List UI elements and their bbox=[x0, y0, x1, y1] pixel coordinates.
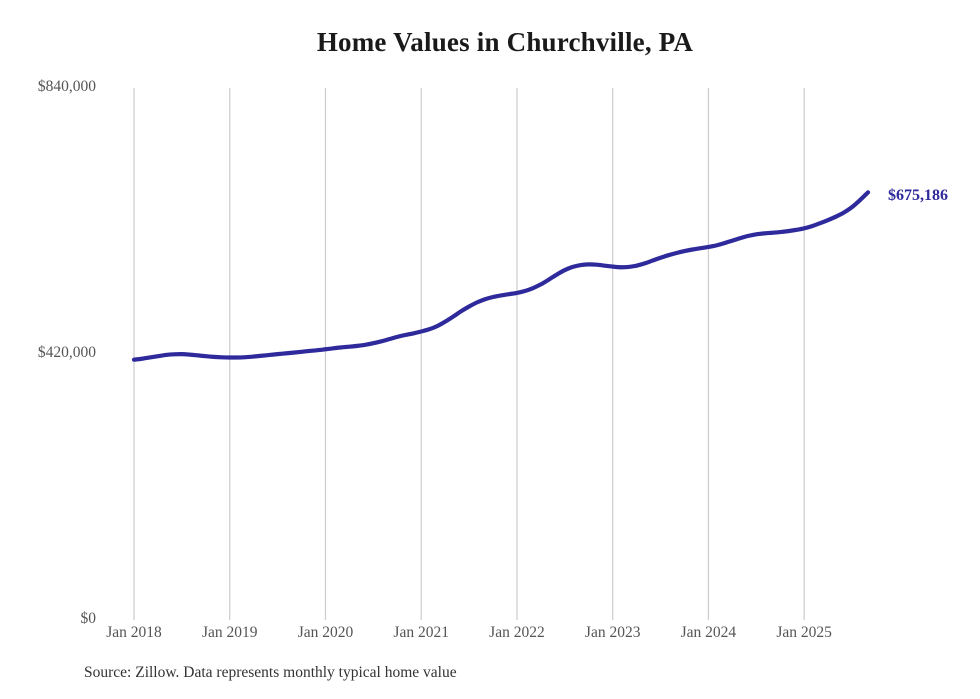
home-value-line bbox=[131, 190, 871, 362]
y-tick-label: $0 bbox=[80, 610, 97, 627]
x-tick-label: Jan 2018 bbox=[106, 624, 162, 641]
source-note: Source: Zillow. Data represents monthly … bbox=[84, 664, 457, 681]
y-tick-label: $840,000 bbox=[37, 78, 96, 95]
end-value-annotation: $675,186 bbox=[888, 187, 948, 205]
x-tick-label: Jan 2019 bbox=[201, 624, 258, 641]
x-tick-label: Jan 2023 bbox=[584, 624, 641, 641]
gridlines-group bbox=[133, 88, 805, 620]
x-tick-label: Jan 2024 bbox=[680, 624, 737, 641]
x-tick-label: Jan 2025 bbox=[776, 624, 832, 641]
chart-title: Home Values in Churchville, PA bbox=[316, 27, 694, 57]
x-tick-label: Jan 2022 bbox=[489, 624, 545, 641]
x-tick-label: Jan 2021 bbox=[393, 624, 449, 641]
y-tick-label: $420,000 bbox=[37, 344, 96, 361]
x-tick-label: Jan 2020 bbox=[297, 624, 354, 641]
